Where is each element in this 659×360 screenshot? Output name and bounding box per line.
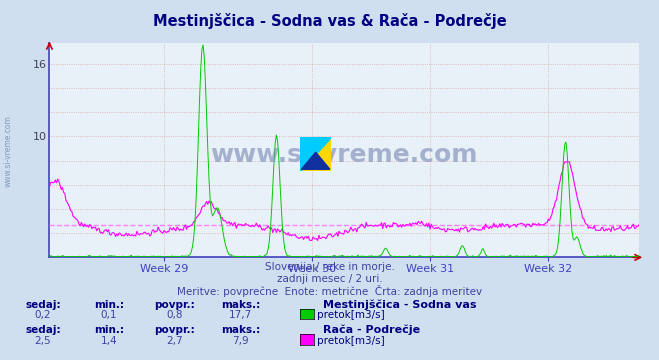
Polygon shape — [300, 137, 331, 171]
Text: pretok[m3/s]: pretok[m3/s] — [317, 336, 385, 346]
Text: min.:: min.: — [94, 300, 124, 310]
Text: 1,4: 1,4 — [100, 336, 117, 346]
Text: Rača - Podrečje: Rača - Podrečje — [323, 325, 420, 335]
Text: Mestinjščica - Sodna vas & Rača - Podrečje: Mestinjščica - Sodna vas & Rača - Podreč… — [153, 13, 506, 28]
Text: 0,2: 0,2 — [34, 310, 51, 320]
Text: 0,8: 0,8 — [166, 310, 183, 320]
Text: 2,5: 2,5 — [34, 336, 51, 346]
Text: Meritve: povprečne  Enote: metrične  Črta: zadnja meritev: Meritve: povprečne Enote: metrične Črta:… — [177, 285, 482, 297]
Text: 0,1: 0,1 — [100, 310, 117, 320]
Text: 17,7: 17,7 — [229, 310, 252, 320]
Text: 7,9: 7,9 — [232, 336, 249, 346]
Text: maks.:: maks.: — [221, 325, 260, 335]
Text: www.si-vreme.com: www.si-vreme.com — [3, 115, 13, 187]
Text: maks.:: maks.: — [221, 300, 260, 310]
Text: sedaj:: sedaj: — [25, 325, 61, 335]
Polygon shape — [301, 152, 330, 169]
Polygon shape — [300, 137, 331, 171]
Text: zadnji mesec / 2 uri.: zadnji mesec / 2 uri. — [277, 274, 382, 284]
Text: povpr.:: povpr.: — [154, 300, 195, 310]
Text: min.:: min.: — [94, 325, 124, 335]
Text: povpr.:: povpr.: — [154, 325, 195, 335]
Text: www.si-vreme.com: www.si-vreme.com — [211, 143, 478, 167]
Text: 2,7: 2,7 — [166, 336, 183, 346]
Text: Slovenija / reke in morje.: Slovenija / reke in morje. — [264, 262, 395, 272]
Text: Mestinjščica - Sodna vas: Mestinjščica - Sodna vas — [323, 300, 476, 310]
Text: pretok[m3/s]: pretok[m3/s] — [317, 310, 385, 320]
Text: sedaj:: sedaj: — [25, 300, 61, 310]
